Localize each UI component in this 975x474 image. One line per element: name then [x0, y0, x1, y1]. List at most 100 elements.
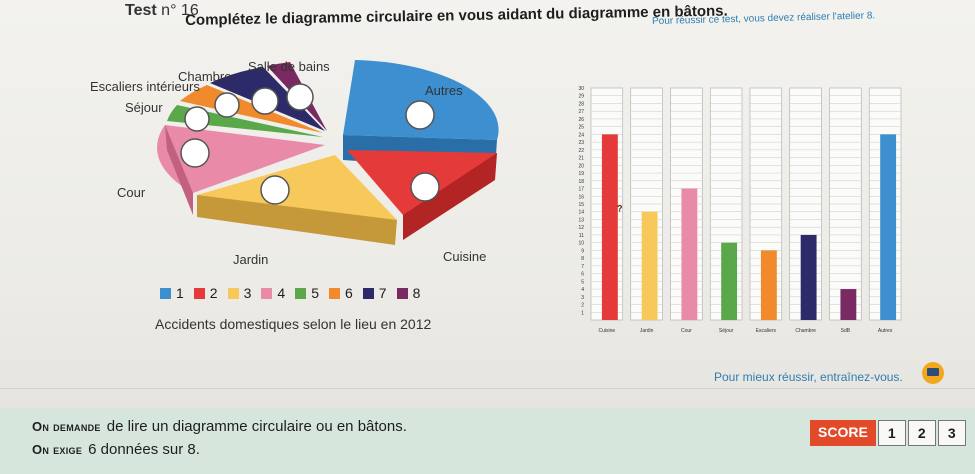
- legend-swatch-8: [396, 287, 408, 299]
- requirement-line-2: On exige 6 données sur 8.: [32, 441, 200, 458]
- legend-item-6: 6: [328, 285, 353, 301]
- y-tick-label: 1: [581, 310, 584, 316]
- answer-circle-salle-de-bains[interactable]: [286, 83, 314, 111]
- test-number: n° 16: [161, 2, 199, 19]
- y-tick-label: 20: [578, 163, 584, 169]
- score-option-1[interactable]: 1: [877, 420, 906, 446]
- bar-cuisine: [601, 134, 618, 320]
- y-tick-label: 29: [578, 94, 584, 100]
- y-tick-label: 10: [578, 241, 584, 247]
- answer-circle-autres[interactable]: [405, 100, 435, 130]
- pie-label-salle-de-bains: Salle de bains: [248, 59, 330, 74]
- legend-swatch-7: [362, 287, 374, 299]
- answer-circle-chambre[interactable]: [251, 87, 279, 115]
- answer-circle-cour[interactable]: [180, 138, 210, 168]
- legend-swatch-5: [295, 287, 307, 299]
- y-tick-label: 23: [578, 140, 584, 146]
- bar-chart: 1 2 3 4 5 6 7 8 9 10 11 12 13 14 15 16 17 18 19 20 21 22 23 24 2…: [565, 80, 910, 345]
- y-tick-label: 6: [581, 272, 584, 278]
- y-tick-label: 26: [578, 117, 584, 123]
- pie-slice-cour-side: [165, 125, 193, 215]
- answer-circles: [180, 83, 440, 205]
- divider: [0, 388, 975, 389]
- x-tick-label: Cour: [681, 328, 692, 334]
- bar-chart-svg: 1234567891011121314151617181920212223242…: [578, 86, 902, 334]
- y-tick-label: 17: [578, 187, 584, 193]
- instruction-text: Complétez le diagramme circulaire en vou…: [185, 2, 728, 29]
- pie-label-escaliers: Escaliers intérieurs: [90, 79, 200, 94]
- y-tick-label: 7: [581, 264, 584, 270]
- pie-label-chambre: Chambre: [178, 69, 232, 84]
- answer-circle-escaliers[interactable]: [214, 92, 240, 118]
- y-tick-label: 2: [581, 303, 584, 309]
- requirement-text-1: de lire un diagramme circulaire ou en bâ…: [106, 418, 407, 435]
- legend-item-4: 4: [261, 285, 285, 301]
- legend-item-8: 8: [396, 285, 421, 301]
- bar-sdb: [840, 289, 857, 320]
- legend-label-3: 3: [243, 285, 252, 301]
- computer-icon: [922, 362, 944, 384]
- bar-autres: [880, 134, 897, 320]
- pie-slice-escaliers: [180, 85, 323, 133]
- x-tick-label: Séjour: [719, 328, 734, 334]
- pie-label-autres: Autres: [425, 83, 463, 98]
- x-tick-label: Escaliers: [756, 328, 777, 334]
- requirement-lead-1: On demande: [32, 419, 101, 434]
- score-label: SCORE: [810, 420, 876, 446]
- bar-séjour: [721, 242, 738, 320]
- y-tick-label: 9: [581, 248, 584, 254]
- y-tick-label: 24: [578, 132, 584, 138]
- y-tick-label: 3: [581, 295, 584, 301]
- bar-annotation: ?: [617, 204, 623, 214]
- x-tick-label: Autres: [878, 328, 893, 334]
- x-tick-label: SdB: [841, 328, 851, 334]
- legend-label-5: 5: [311, 285, 319, 301]
- pie-label-cour: Cour: [117, 185, 146, 200]
- y-tick-label: 25: [578, 125, 584, 131]
- legend-swatch-4: [261, 287, 273, 299]
- y-tick-label: 18: [578, 179, 584, 185]
- y-tick-label: 21: [578, 156, 584, 162]
- footer-band: On demande de lire un diagramme circulair…: [0, 408, 975, 474]
- legend-label-1: 1: [176, 285, 184, 301]
- legend-swatch-6: [328, 287, 340, 299]
- y-tick-label: 30: [578, 86, 584, 92]
- pie-chart-svg: [157, 60, 499, 245]
- legend-item-3: 3: [227, 285, 252, 301]
- y-tick-label: 28: [578, 101, 584, 107]
- x-tick-label: Chambre: [795, 328, 816, 334]
- pie-slice-autres: [343, 60, 499, 140]
- bar-escaliers: [760, 250, 777, 320]
- bar-jardin: [641, 211, 658, 320]
- y-tick-label: 22: [578, 148, 584, 154]
- y-tick-label: 14: [578, 210, 584, 216]
- legend-swatch-2: [193, 287, 205, 299]
- answer-circle-cuisine[interactable]: [410, 172, 440, 202]
- score-option-2[interactable]: 2: [907, 420, 936, 446]
- answer-circle-sejour[interactable]: [184, 106, 210, 132]
- score-option-3[interactable]: 3: [937, 420, 966, 446]
- pie-slice-cuisine-side: [403, 153, 497, 240]
- legend-swatch-3: [227, 287, 239, 299]
- bar-chambre: [800, 234, 817, 320]
- requirement-lead-2: On exige: [32, 442, 83, 457]
- answer-circle-jardin[interactable]: [260, 175, 290, 205]
- y-tick-label: 5: [581, 279, 584, 285]
- y-tick-label: 19: [578, 171, 584, 177]
- legend-item-7: 7: [362, 285, 387, 301]
- requirement-text-2: 6 données sur 8.: [88, 441, 200, 458]
- y-tick-label: 11: [579, 233, 584, 239]
- legend-label-8: 8: [412, 285, 421, 301]
- y-tick-label: 13: [578, 217, 584, 223]
- pie-label-cuisine: Cuisine: [443, 249, 487, 264]
- y-tick-label: 16: [578, 194, 584, 200]
- pie-caption: Accidents domestiques selon le lieu en 2…: [155, 316, 432, 332]
- pie-chart: Salle de bains Chambre Escaliers intérie…: [85, 55, 545, 345]
- improve-text: Pour mieux réussir, entraînez-vous.: [714, 370, 903, 384]
- pie-label-sejour: Séjour: [125, 100, 163, 115]
- legend-item-5: 5: [295, 285, 319, 301]
- score-box: SCORE 1 2 3: [810, 420, 966, 446]
- x-tick-label: Cuisine: [599, 328, 616, 334]
- y-tick-label: 27: [578, 109, 584, 115]
